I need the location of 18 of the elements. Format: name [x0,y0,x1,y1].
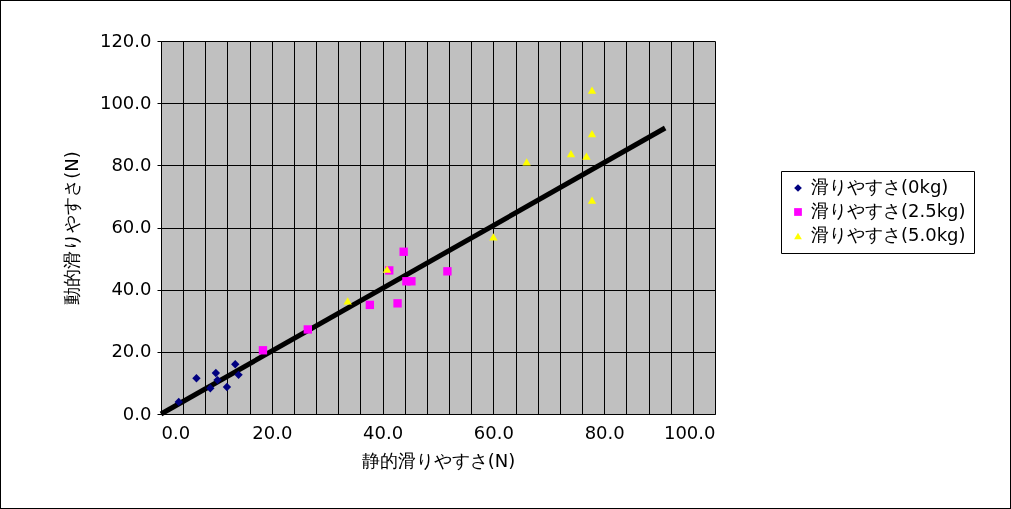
legend-label: 滑りやすさ(5.0kg) [811,224,966,245]
x-tick-label: 100.0 [663,421,716,443]
legend-label: 滑りやすさ(0kg) [811,176,949,197]
y-tick-label: 40.0 [111,278,152,300]
legend-label: 滑りやすさ(2.5kg) [811,200,966,221]
x-tick-label: 0.0 [161,421,191,443]
x-tick-label: 80.0 [584,421,625,443]
y-tick-label: 60.0 [111,216,152,237]
x-tick-label: 20.0 [252,421,293,443]
y-tick-label: 20.0 [111,340,152,362]
y-axis-title: 動的滑りやすさ(N) [60,151,82,305]
y-tick-label: 80.0 [111,153,152,175]
y-tick-label: 100.0 [99,91,152,113]
x-tick-label: 40.0 [363,421,404,443]
x-tick-label: 60.0 [473,421,514,443]
x-axis-title: 静的滑りやすさ(N) [361,449,516,471]
y-tick-label: 0.0 [122,402,152,424]
y-tick-label: 120.0 [99,29,152,51]
